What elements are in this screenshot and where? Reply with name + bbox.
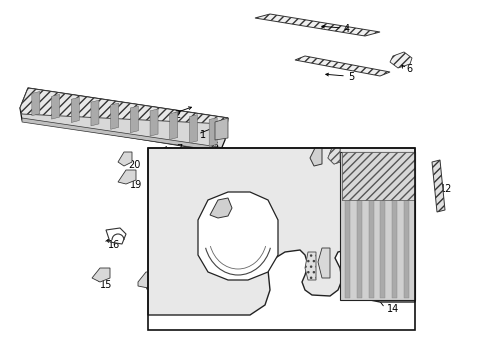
Text: 7: 7 (176, 144, 182, 154)
Text: 18: 18 (170, 296, 182, 306)
Polygon shape (391, 155, 396, 298)
Text: 14: 14 (386, 304, 398, 314)
Polygon shape (118, 152, 132, 166)
Polygon shape (305, 252, 315, 280)
Text: 16: 16 (108, 240, 120, 250)
Polygon shape (327, 148, 339, 164)
Text: 9: 9 (337, 160, 344, 170)
Polygon shape (389, 52, 411, 68)
Polygon shape (92, 268, 110, 282)
Text: 20: 20 (128, 160, 140, 170)
Text: 8: 8 (224, 216, 230, 226)
Polygon shape (71, 97, 79, 122)
Polygon shape (189, 114, 197, 143)
Polygon shape (431, 160, 444, 212)
Polygon shape (138, 272, 156, 288)
Polygon shape (254, 14, 379, 36)
Text: 13: 13 (317, 162, 329, 172)
Polygon shape (309, 148, 321, 166)
Polygon shape (152, 280, 175, 298)
Text: 12: 12 (439, 184, 451, 194)
Bar (148, 148, 414, 330)
Text: 4: 4 (343, 24, 349, 34)
Polygon shape (22, 118, 224, 152)
Polygon shape (403, 155, 408, 298)
Text: 1: 1 (200, 130, 206, 140)
Polygon shape (339, 152, 414, 300)
Text: 17: 17 (150, 288, 162, 298)
Polygon shape (118, 170, 136, 184)
Polygon shape (20, 88, 227, 152)
Text: 15: 15 (100, 280, 112, 290)
Text: 11: 11 (324, 276, 336, 286)
Polygon shape (294, 56, 389, 76)
Polygon shape (148, 148, 414, 315)
Polygon shape (344, 155, 349, 298)
Polygon shape (130, 106, 138, 133)
Polygon shape (327, 148, 339, 164)
Polygon shape (317, 248, 329, 278)
Polygon shape (198, 192, 278, 280)
Text: 6: 6 (405, 64, 411, 74)
Text: 2: 2 (174, 110, 180, 120)
Polygon shape (368, 155, 373, 298)
Polygon shape (32, 91, 40, 116)
Polygon shape (110, 103, 119, 129)
Polygon shape (51, 94, 60, 119)
Text: 3: 3 (212, 144, 218, 154)
Polygon shape (91, 100, 99, 126)
Text: 19: 19 (130, 180, 142, 190)
Polygon shape (169, 112, 177, 139)
Polygon shape (215, 118, 227, 140)
Polygon shape (341, 152, 414, 200)
Polygon shape (209, 198, 231, 218)
Polygon shape (356, 155, 361, 298)
Text: 10: 10 (309, 278, 322, 288)
Polygon shape (209, 118, 217, 146)
Polygon shape (150, 109, 158, 136)
Text: 5: 5 (347, 72, 353, 82)
Polygon shape (20, 88, 227, 124)
Polygon shape (341, 152, 414, 200)
Polygon shape (380, 155, 385, 298)
